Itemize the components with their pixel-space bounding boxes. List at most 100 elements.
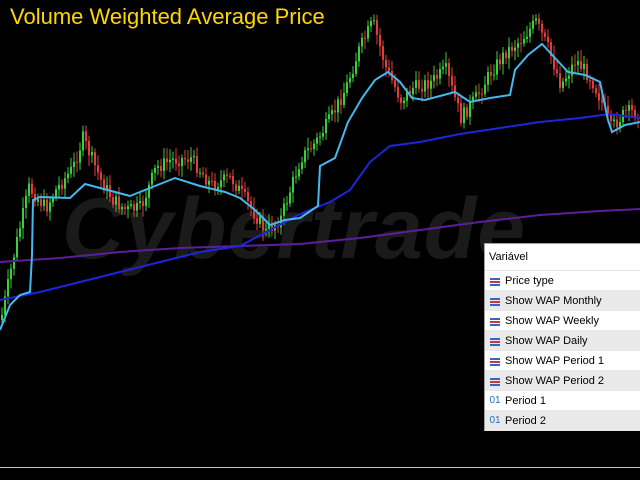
param-row-period-1[interactable]: 01 Period 1 [485, 391, 640, 411]
param-row-show-wap-period-2[interactable]: Show WAP Period 2 [485, 371, 640, 391]
candle-body [247, 191, 249, 202]
candle-body [61, 184, 63, 189]
candle-body [334, 110, 336, 113]
candle-body [304, 150, 306, 163]
candle-body [151, 172, 153, 185]
candle-body [169, 159, 171, 163]
param-label: Period 2 [505, 414, 546, 427]
candle-body [7, 279, 9, 297]
candle-body [541, 23, 543, 33]
candle-body [70, 166, 72, 174]
candle-body [259, 216, 261, 224]
candle-body [601, 100, 603, 103]
candle-body [319, 136, 321, 138]
candle-body [118, 196, 120, 210]
candle-body [235, 184, 237, 191]
candle-body [127, 205, 129, 210]
param-row-show-wap-daily[interactable]: Show WAP Daily [485, 331, 640, 351]
candle-body [31, 183, 33, 194]
candle-body [166, 158, 168, 163]
candle-body [28, 183, 30, 196]
candle-body [526, 36, 528, 40]
panel-header-variable: Variável [485, 244, 640, 271]
candle-body [460, 103, 462, 124]
candle-body [478, 92, 480, 94]
candle-body [136, 203, 138, 211]
candle-body [343, 92, 345, 105]
candle-body [163, 158, 165, 172]
candle-body [295, 176, 297, 178]
candle-body [286, 203, 288, 205]
candle-body [430, 80, 432, 89]
candle-body [190, 157, 192, 162]
param-label: Show WAP Monthly [505, 294, 602, 307]
candle-body [289, 192, 291, 204]
vwap-daily-line [0, 42, 640, 331]
candle-body [226, 174, 228, 176]
candle-body [562, 81, 564, 88]
candle-body [445, 63, 447, 67]
candle-body [265, 228, 267, 231]
param-row-price-type[interactable]: Price type [485, 271, 640, 291]
candle-body [121, 206, 123, 210]
candle-body [58, 184, 60, 190]
candle-body [124, 206, 126, 210]
candle-body [85, 131, 87, 142]
candle-body [106, 185, 108, 191]
param-row-period-2[interactable]: 01 Period 2 [485, 411, 640, 431]
candle-body [208, 180, 210, 185]
candle-body [565, 78, 567, 82]
param-row-show-wap-period-1[interactable]: Show WAP Period 1 [485, 351, 640, 371]
candle-body [598, 93, 600, 101]
candle-body [91, 152, 93, 156]
candle-body [193, 155, 195, 158]
candle-body [475, 92, 477, 97]
candle-body [550, 42, 552, 56]
candle-body [382, 46, 384, 60]
candle-body [538, 18, 540, 24]
chart-bottom-border [0, 467, 640, 468]
candle-body [364, 37, 366, 39]
integer-icon: 01 [489, 414, 501, 426]
candle-body [223, 174, 225, 181]
candle-body [529, 28, 531, 37]
candle-body [220, 180, 222, 188]
candle-body [370, 21, 372, 27]
candle-body [115, 196, 117, 205]
candle-body [112, 197, 114, 205]
candle-body [94, 152, 96, 166]
candle-body [241, 185, 243, 189]
candle-body [577, 60, 579, 66]
candle-body [466, 107, 468, 117]
candle-body [520, 43, 522, 45]
candle-body [133, 204, 135, 211]
candle-body [499, 59, 501, 65]
param-row-show-wap-weekly[interactable]: Show WAP Weekly [485, 311, 640, 331]
candle-body [13, 257, 15, 269]
candle-body [307, 148, 309, 151]
candle-body [214, 180, 216, 190]
candle-body [487, 72, 489, 85]
param-row-show-wap-monthly[interactable]: Show WAP Monthly [485, 291, 640, 311]
candle-body [469, 102, 471, 117]
candle-body [328, 114, 330, 120]
candle-body [1, 314, 3, 320]
candle-body [37, 199, 39, 202]
candle-body [19, 228, 21, 237]
candle-body [244, 188, 246, 192]
candle-body [271, 224, 273, 231]
candle-body [574, 64, 576, 66]
candle-body [457, 97, 459, 104]
candle-body [211, 180, 213, 182]
candle-body [238, 185, 240, 191]
candle-body [292, 176, 294, 193]
candle-body [385, 59, 387, 68]
candle-body [496, 59, 498, 75]
enum-icon [487, 335, 503, 347]
candle-body [97, 165, 99, 173]
candle-body [556, 69, 558, 74]
candle-body [409, 90, 411, 95]
indicator-title: Volume Weighted Average Price [10, 4, 325, 29]
candle-body [442, 66, 444, 70]
candle-body [463, 107, 465, 124]
